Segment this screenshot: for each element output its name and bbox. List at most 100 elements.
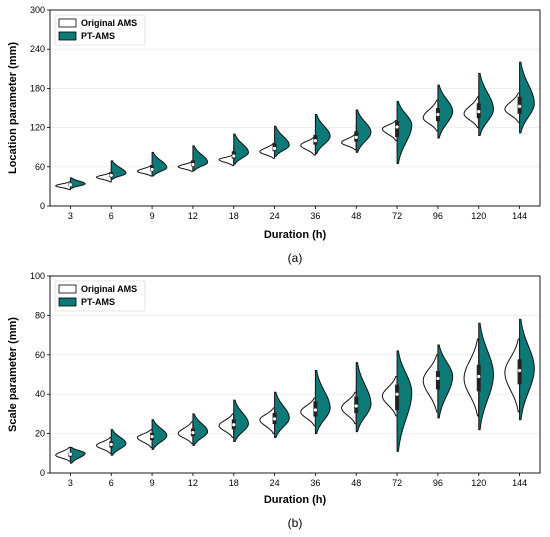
- violin-pt-9: [151, 419, 168, 450]
- violin-original-9: [136, 164, 153, 177]
- x-tick-label: 3: [68, 478, 73, 488]
- y-tick-label: 300: [30, 5, 45, 15]
- violin-pt-36: [314, 370, 331, 435]
- y-tick-label: 60: [35, 162, 45, 172]
- violin-original-24: [259, 142, 276, 159]
- x-tick-label: 96: [433, 211, 443, 221]
- y-tick-label: 60: [35, 350, 45, 360]
- violin-original-120: [463, 338, 480, 417]
- violin-original-72: [381, 375, 398, 417]
- violin-pt-96: [437, 84, 454, 139]
- violin-original-120: [463, 96, 480, 129]
- x-tick-label: 96: [433, 478, 443, 488]
- y-tick-label: 100: [30, 271, 45, 281]
- x-tick-label: 144: [512, 211, 527, 221]
- y-tick-label: 40: [35, 389, 45, 399]
- violin-pt-144: [519, 318, 535, 421]
- x-tick-label: 12: [188, 211, 198, 221]
- violin-pt-36: [314, 114, 331, 155]
- violin-original-18: [218, 413, 235, 439]
- violin-original-3: [55, 446, 71, 462]
- x-tick-label: 24: [270, 478, 280, 488]
- legend-entry: PT-AMS: [81, 31, 115, 41]
- median-point: [477, 109, 481, 114]
- legend-entry: Original AMS: [81, 284, 137, 294]
- legend-swatch-original: [58, 284, 77, 294]
- x-tick-label: 9: [150, 211, 155, 221]
- median-point: [272, 417, 277, 421]
- x-tick-label: 9: [150, 478, 155, 488]
- violin-original-6: [96, 172, 112, 183]
- violin-pt-12: [192, 145, 209, 172]
- y-tick-label: 120: [30, 123, 45, 133]
- y-axis-label: Scale parameter (mm): [7, 317, 19, 432]
- median-point: [109, 173, 113, 177]
- median-point: [191, 162, 195, 167]
- y-axis-label: Location parameter (mm): [7, 42, 19, 174]
- panel-caption: (a): [288, 251, 303, 265]
- iqr-box: [395, 121, 400, 138]
- median-point: [109, 442, 113, 447]
- violin-original-36: [300, 397, 316, 427]
- violin-original-36: [300, 136, 316, 156]
- y-tick-label: 240: [30, 44, 45, 54]
- violin-pt-120: [478, 72, 494, 136]
- x-tick-label: 12: [188, 478, 198, 488]
- panel-caption: (b): [288, 516, 303, 530]
- median-point: [517, 368, 522, 373]
- x-tick-label: 6: [109, 211, 114, 221]
- violin-original-24: [259, 407, 276, 435]
- iqr-box: [435, 371, 440, 390]
- median-point: [150, 434, 154, 439]
- iqr-box: [395, 384, 400, 411]
- median-point: [395, 125, 399, 129]
- y-tick-label: 80: [35, 310, 45, 320]
- plot-frame: [49, 275, 541, 474]
- legend: Original AMS PT-AMS: [54, 280, 146, 312]
- violin-pt-48: [355, 362, 372, 433]
- x-tick-label: 120: [471, 211, 486, 221]
- x-tick-label: 72: [392, 478, 402, 488]
- y-tick-label: 0: [40, 468, 45, 478]
- y-tick-label: 20: [35, 429, 45, 439]
- x-tick-label: 72: [392, 211, 402, 221]
- median-point: [191, 431, 195, 435]
- x-tick-label: 120: [471, 478, 486, 488]
- violin-pt-9: [151, 151, 168, 177]
- violin-pt-3: [69, 446, 86, 464]
- violin-pt-72: [396, 350, 413, 452]
- violin-pt-96: [437, 344, 454, 419]
- median-point: [150, 167, 154, 172]
- violin-pt-6: [110, 429, 127, 456]
- median-point: [232, 423, 236, 427]
- legend: Original AMS PT-AMS: [54, 14, 146, 46]
- violin-pt-6: [110, 160, 127, 180]
- violin-pt-18: [233, 133, 249, 165]
- median-point: [436, 112, 440, 117]
- x-axis-label: Duration (h): [264, 494, 327, 506]
- legend-swatch-pt: [58, 31, 77, 41]
- violin-original-96: [422, 99, 439, 132]
- legend-swatch-original: [58, 18, 77, 28]
- legend-box: [54, 280, 146, 312]
- x-tick-label: 48: [351, 478, 361, 488]
- violin-original-72: [381, 119, 398, 142]
- legend-swatch-pt: [58, 297, 77, 307]
- violin-pt-18: [233, 399, 249, 442]
- violin-original-12: [177, 161, 194, 172]
- median-point: [232, 154, 236, 158]
- x-tick-label: 24: [270, 211, 280, 221]
- x-tick-label: 3: [68, 211, 73, 221]
- violin-original-144: [504, 92, 521, 123]
- median-point: [313, 139, 318, 143]
- median-point: [477, 374, 481, 379]
- violin-original-144: [504, 338, 521, 413]
- median-point: [395, 392, 399, 396]
- x-tick-label: 36: [310, 478, 320, 488]
- x-axis-label: Duration (h): [264, 229, 327, 241]
- legend-entry: Original AMS: [81, 18, 137, 28]
- violin-original-18: [218, 154, 235, 166]
- violin-original-96: [422, 354, 439, 413]
